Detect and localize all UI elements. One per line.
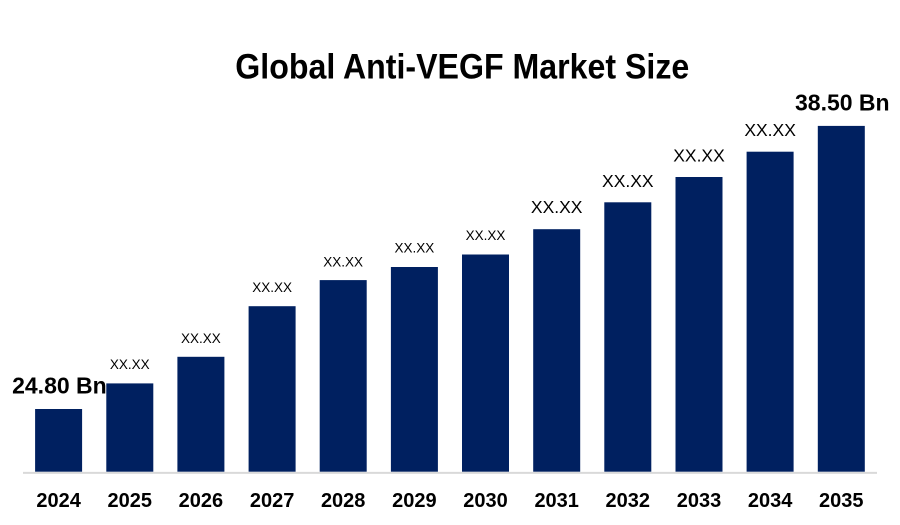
svg-text:2029: 2029 [392, 490, 437, 512]
svg-text:2028: 2028 [321, 490, 366, 512]
svg-text:Global Anti-VEGF Market Size: Global Anti-VEGF Market Size [235, 48, 689, 87]
svg-text:XX.XX: XX.XX [466, 228, 506, 243]
svg-text:2026: 2026 [179, 490, 224, 512]
svg-text:XX.XX: XX.XX [602, 171, 654, 191]
svg-text:2030: 2030 [463, 490, 508, 512]
svg-text:38.50 Bn: 38.50 Bn [795, 90, 890, 116]
svg-text:XX.XX: XX.XX [673, 146, 725, 166]
svg-text:XX.XX: XX.XX [181, 331, 221, 346]
svg-text:XX.XX: XX.XX [744, 120, 796, 140]
svg-text:2024: 2024 [36, 490, 81, 512]
svg-text:2032: 2032 [606, 490, 651, 512]
svg-text:2031: 2031 [534, 490, 579, 512]
svg-text:24.80 Bn: 24.80 Bn [12, 372, 107, 398]
svg-text:2033: 2033 [677, 490, 722, 512]
svg-text:XX.XX: XX.XX [395, 241, 435, 256]
svg-text:XX.XX: XX.XX [531, 197, 583, 217]
svg-text:XX.XX: XX.XX [252, 280, 292, 295]
svg-text:XX.XX: XX.XX [323, 254, 363, 269]
svg-text:2035: 2035 [819, 490, 864, 512]
svg-text:2034: 2034 [748, 490, 793, 512]
svg-text:2025: 2025 [108, 490, 153, 512]
svg-text:XX.XX: XX.XX [110, 357, 150, 372]
svg-text:2027: 2027 [250, 490, 295, 512]
